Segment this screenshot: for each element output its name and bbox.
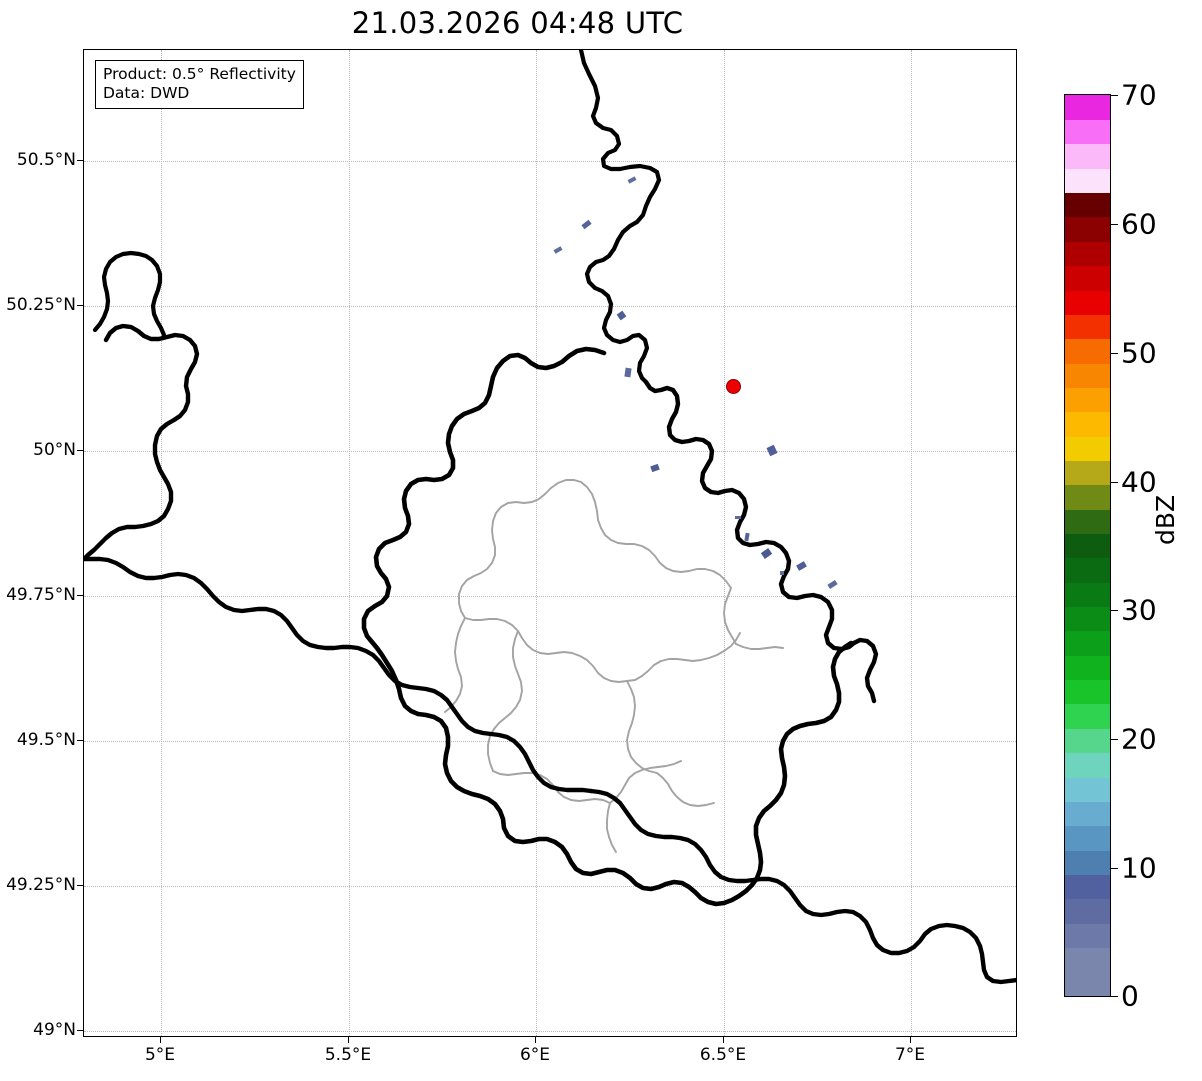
colorbar-band [1065, 411, 1110, 437]
xtick-mark-5 [160, 1037, 161, 1043]
cbtick-mark-30 [1111, 610, 1118, 611]
cbtick-mark-10 [1111, 868, 1118, 869]
colorbar-band [1065, 752, 1110, 778]
xtick-mark-6_5 [723, 1037, 724, 1043]
colorbar-band [1065, 265, 1110, 291]
cbtick-mark-40 [1111, 482, 1118, 483]
page-title: 21.03.2026 04:48 UTC [351, 6, 684, 40]
xtick-label-7: 7°E [894, 1045, 926, 1065]
colorbar-band [1065, 801, 1110, 827]
colorbar-band [1065, 679, 1110, 705]
colorbar-band [1065, 898, 1110, 924]
xtick-label-5: 5°E [144, 1045, 176, 1065]
colorbar-band [1065, 655, 1110, 681]
colorbar-band [1065, 435, 1110, 461]
colorbar-band [1065, 508, 1110, 535]
colorbar-band [1065, 192, 1110, 218]
xtick-label-6_5: 6.5°E [699, 1045, 747, 1065]
info-product-line: Product: 0.5° Reflectivity [103, 65, 296, 83]
radar-map-axes[interactable]: Product: 0.5° Reflectivity Data: DWD [83, 49, 1017, 1037]
colorbar-band [1065, 460, 1110, 486]
colorbar-band [1065, 314, 1110, 340]
border-belgium-france [84, 323, 200, 562]
ytick-label-49_25: 49.25°N [6, 875, 76, 895]
border-belgium-germany [578, 50, 662, 385]
colorbar-band [1065, 825, 1110, 851]
colorbar-band [1065, 484, 1110, 510]
colorbar-band [1065, 630, 1110, 656]
colorbar-band [1065, 216, 1110, 242]
ytick-label-50_5: 50.5°N [16, 150, 76, 170]
ytick-label-50: 50°N [33, 440, 76, 460]
colorbar-band [1065, 703, 1110, 729]
border-belgium-northwest [92, 250, 167, 338]
colorbar-band [1065, 849, 1110, 875]
colorbar-band [1065, 241, 1110, 267]
ytick-mark-49_75 [77, 595, 83, 596]
colorbar-band [1065, 168, 1110, 194]
ytick-mark-49_5 [77, 740, 83, 741]
cbtick-mark-50 [1111, 353, 1118, 354]
radar-site-marker[interactable] [726, 379, 741, 394]
ytick-label-49_75: 49.75°N [6, 585, 76, 605]
colorbar-band [1065, 95, 1110, 121]
cbtick-label-30: 30 [1121, 593, 1157, 627]
cbtick-label-10: 10 [1121, 851, 1157, 885]
ytick-mark-50_5 [77, 160, 83, 161]
xtick-mark-5_5 [348, 1037, 349, 1043]
cbtick-mark-70 [1111, 95, 1118, 96]
cbtick-label-0: 0 [1121, 979, 1139, 1013]
colorbar-band [1065, 119, 1110, 145]
ytick-mark-50 [77, 450, 83, 451]
ytick-label-49_5: 49.5°N [16, 730, 76, 750]
luxembourg-district-borders [444, 479, 784, 853]
colorbar-band [1065, 922, 1110, 948]
colorbar-band [1065, 533, 1110, 559]
border-france-germany [588, 788, 1016, 985]
border-east-spur [851, 637, 879, 704]
colorbar-band [1065, 338, 1110, 364]
border-luxembourg-germany [643, 379, 857, 652]
cbtick-label-70: 70 [1121, 78, 1157, 112]
ytick-mark-49 [77, 1030, 83, 1031]
colorbar-band [1065, 874, 1110, 900]
ytick-mark-49_25 [77, 885, 83, 886]
colorbar-band [1065, 971, 1110, 996]
border-luxembourg-outline [361, 346, 854, 907]
xtick-mark-6 [535, 1037, 536, 1043]
xtick-label-5_5: 5.5°E [324, 1045, 372, 1065]
cbtick-mark-0 [1111, 996, 1118, 997]
colorbar-band [1065, 947, 1110, 973]
xtick-label-6: 6°E [519, 1045, 551, 1065]
product-info-box: Product: 0.5° Reflectivity Data: DWD [95, 60, 304, 110]
colorbar-axis-title: dBZ [1151, 494, 1180, 545]
colorbar-band [1065, 143, 1110, 169]
colorbar-band [1065, 776, 1110, 802]
colorbar-band [1065, 606, 1110, 632]
geography-layer [84, 50, 1016, 985]
colorbar-band [1065, 289, 1110, 315]
ytick-mark-50_25 [77, 305, 83, 306]
cbtick-label-60: 60 [1121, 207, 1157, 241]
xtick-mark-7 [910, 1037, 911, 1043]
colorbar-band [1065, 728, 1110, 754]
colorbar-band [1065, 582, 1110, 608]
cbtick-mark-20 [1111, 739, 1118, 740]
ytick-label-50_25: 50.25°N [6, 295, 76, 315]
ytick-label-49: 49°N [33, 1020, 76, 1040]
colorbar-band [1065, 362, 1110, 388]
colorbar-band [1065, 387, 1110, 413]
cbtick-mark-60 [1111, 224, 1118, 225]
cbtick-label-40: 40 [1121, 465, 1157, 499]
cbtick-label-50: 50 [1121, 336, 1157, 370]
border-france-belgium-luxembourg [84, 556, 594, 794]
info-data-line: Data: DWD [103, 84, 190, 103]
cbtick-label-20: 20 [1121, 722, 1157, 756]
reflectivity-colorbar[interactable] [1064, 94, 1111, 997]
colorbar-band [1065, 557, 1110, 583]
